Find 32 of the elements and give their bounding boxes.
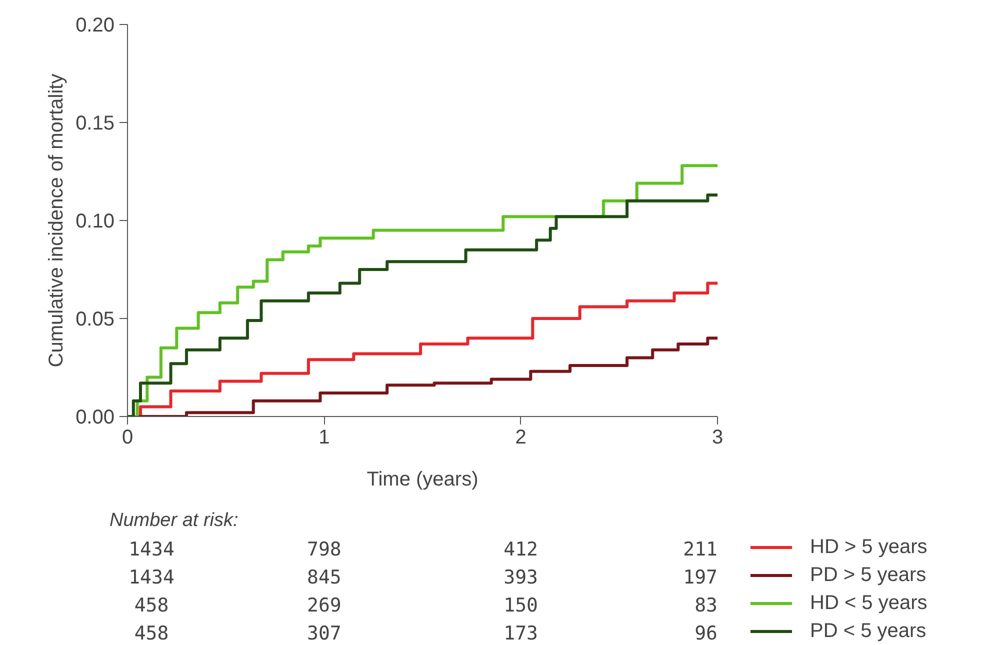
text: 845 <box>307 566 342 588</box>
text: 269 <box>307 594 342 616</box>
legend-label: PD < 5 years <box>810 618 926 644</box>
x-tick-label: 3 <box>712 426 724 448</box>
y-tick-label: 0.20 <box>76 14 115 36</box>
legend-label: HD > 5 years <box>810 534 928 560</box>
x-tick-label: 1 <box>318 426 330 448</box>
text: Number at risk: <box>110 510 238 531</box>
legend-label: HD < 5 years <box>810 590 928 616</box>
y-tick-label: 0.15 <box>76 112 115 134</box>
legend-label: PD > 5 years <box>810 562 926 588</box>
text: 173 <box>504 622 538 644</box>
text: 150 <box>504 594 538 616</box>
x-axis-title: Time (years) <box>366 468 478 490</box>
y-axis-title: Cumulative incidence of mortality <box>46 74 68 368</box>
text: 1434 <box>128 538 174 560</box>
text: 96 <box>694 622 718 644</box>
text: 393 <box>504 566 538 588</box>
text: 458 <box>134 594 169 616</box>
text: 1434 <box>128 566 174 588</box>
text: 83 <box>694 594 718 616</box>
x-tick-label: 0 <box>122 426 134 448</box>
text: 458 <box>134 622 169 644</box>
text: 798 <box>307 538 342 560</box>
text: 412 <box>504 538 538 560</box>
y-tick-label: 0.00 <box>76 406 115 428</box>
text: 307 <box>307 622 342 644</box>
x-tick-label: 2 <box>515 426 526 448</box>
y-tick-label: 0.05 <box>76 308 115 330</box>
y-tick-label: 0.10 <box>76 210 115 232</box>
text: 211 <box>683 538 718 560</box>
text: 197 <box>683 566 718 588</box>
